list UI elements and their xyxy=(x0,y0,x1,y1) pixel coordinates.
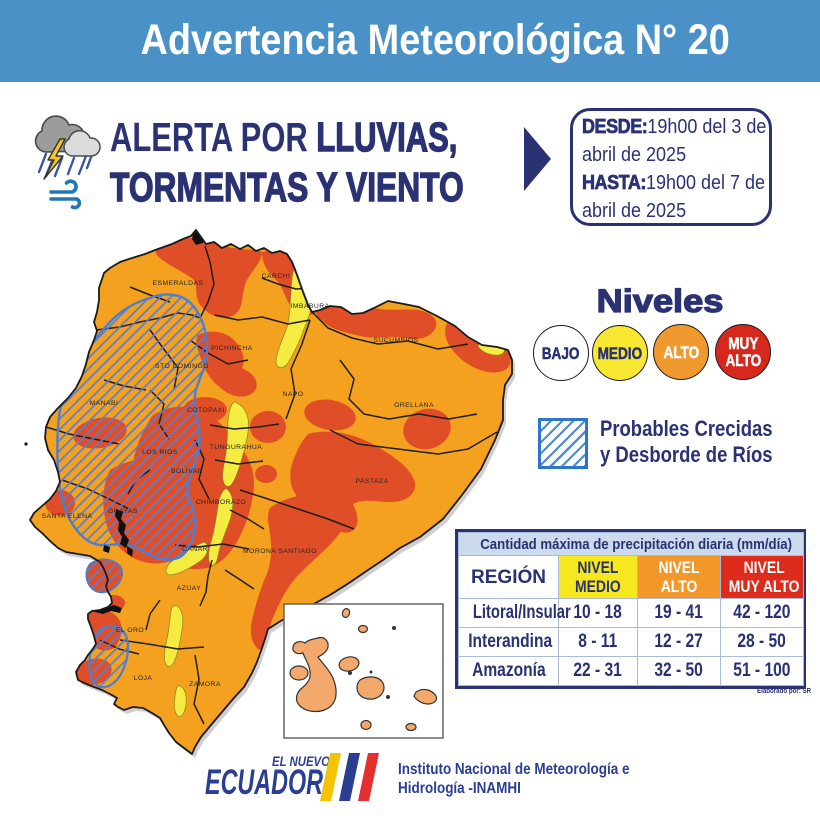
svg-text:BOLIVAR: BOLIVAR xyxy=(171,468,203,475)
svg-text:LOJA: LOJA xyxy=(134,675,153,682)
svg-text:CARCHI: CARCHI xyxy=(262,273,291,280)
svg-text:STO DOMINGO: STO DOMINGO xyxy=(155,363,209,370)
svg-text:EL NUEVO: EL NUEVO xyxy=(272,753,330,769)
svg-text:AZUAY: AZUAY xyxy=(177,585,201,592)
svg-text:IMBABURA: IMBABURA xyxy=(290,303,329,310)
svg-text:PICHINCHA: PICHINCHA xyxy=(211,345,252,352)
svg-text:ORELLANA: ORELLANA xyxy=(394,402,434,409)
svg-text:CHIMBORAZO: CHIMBORAZO xyxy=(196,499,247,506)
svg-text:EL ORO: EL ORO xyxy=(116,627,144,634)
svg-text:SANTA ELENA: SANTA ELENA xyxy=(42,513,93,520)
svg-text:GUAYAS: GUAYAS xyxy=(108,508,138,515)
svg-text:COTOPAXI: COTOPAXI xyxy=(187,407,225,414)
svg-text:SUCUMBIOS: SUCUMBIOS xyxy=(373,337,418,344)
svg-text:MORONA SANTIAGO: MORONA SANTIAGO xyxy=(243,548,317,555)
svg-text:LOS RIOS: LOS RIOS xyxy=(142,449,178,456)
svg-text:ZAMORA: ZAMORA xyxy=(189,681,221,688)
svg-text:NAPO: NAPO xyxy=(282,391,303,398)
svg-text:CAÑAR: CAÑAR xyxy=(182,544,208,553)
svg-text:TUNGURAHUA: TUNGURAHUA xyxy=(210,444,262,451)
svg-text:PASTAZA: PASTAZA xyxy=(355,478,388,485)
svg-text:ECUADOR: ECUADOR xyxy=(205,763,323,802)
svg-text:MANABI: MANABI xyxy=(90,400,119,407)
svg-text:ESMERALDAS: ESMERALDAS xyxy=(153,280,204,287)
